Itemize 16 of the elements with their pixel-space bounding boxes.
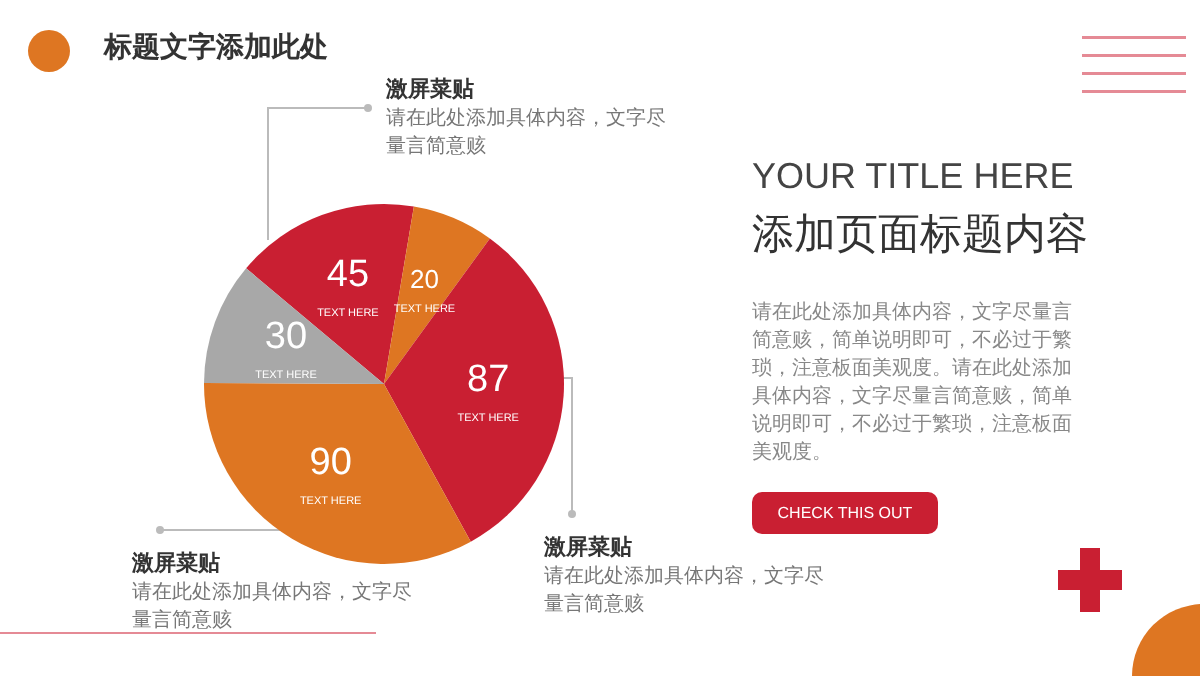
- button: CHECK THIS OUT: [752, 492, 938, 534]
- data-label: 20: [409, 263, 439, 294]
- text: 请在此处添加具体内容，文字尽量言简意赅，简单说明即可，不必过于繁琐，注意板面美观度。请在此处添加具体内容，文字尽量言简意赅，简单说明即可，不必过于繁琐，注意板面美观度。: [752, 300, 1074, 468]
- chart-title: 标题文字添加此处: [104, 30, 328, 66]
- data-label: 87: [467, 358, 510, 401]
- text: 添加页面标题内容: [752, 210, 1088, 262]
- text: YOUR TITLE HERE: [752, 156, 1074, 198]
- data-label: 30: [264, 316, 308, 359]
- text: 请在此处添加具体内容，文字尽量言简意赅: [386, 106, 666, 162]
- text: 激屏菜贴: [386, 75, 474, 104]
- text: 请在此处添加具体内容，文字尽量言简意赅: [544, 564, 824, 620]
- text: 激屏菜贴: [544, 533, 632, 562]
- text: 请在此处添加具体内容，文字尽量言简意赅: [132, 580, 412, 636]
- text: 激屏菜贴: [132, 549, 220, 578]
- data-label: 45: [326, 254, 370, 297]
- data-label: 90: [309, 441, 352, 484]
